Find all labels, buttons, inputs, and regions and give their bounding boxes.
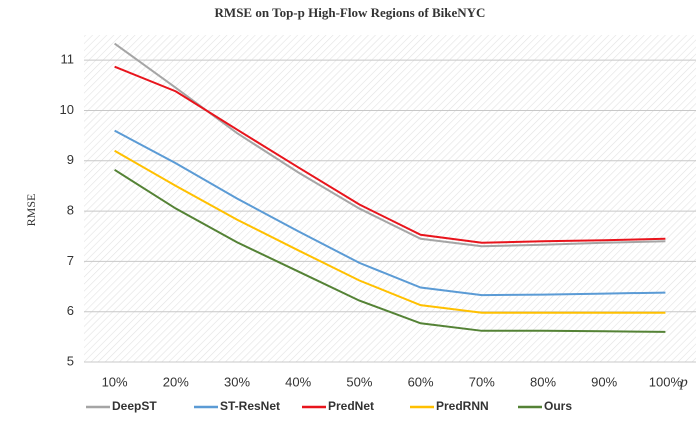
plot-background	[84, 35, 696, 362]
y-tick-label: 8	[67, 203, 74, 218]
legend-label: PredRNN	[436, 399, 489, 413]
legend-label: DeepST	[112, 399, 157, 413]
chart-title: RMSE on Top-p High-Flow Regions of BikeN…	[215, 5, 486, 20]
x-tick-label: 40%	[285, 374, 311, 389]
series-line	[114, 168, 666, 333]
x-tick-label: 70%	[469, 374, 495, 389]
x-tick-label: 80%	[530, 374, 556, 389]
legend-label: Ours	[544, 399, 572, 413]
x-tick-label: 60%	[408, 374, 434, 389]
y-tick-label: 6	[67, 303, 74, 318]
series-line	[114, 129, 666, 297]
y-tick-label: 5	[67, 353, 74, 368]
series-line	[114, 149, 666, 314]
x-tick-label: 20%	[163, 374, 189, 389]
y-tick-label: 7	[67, 253, 74, 268]
series-line	[114, 65, 666, 244]
legend-label: PredNet	[328, 399, 374, 413]
x-tick-label: 90%	[591, 374, 617, 389]
x-tick-label: 30%	[224, 374, 250, 389]
x-tick-label: 10%	[102, 374, 128, 389]
x-axis-label: p	[679, 374, 688, 390]
x-tick-label: 50%	[346, 374, 372, 389]
y-tick-label: 9	[67, 152, 74, 167]
y-tick-label: 11	[61, 52, 75, 67]
legend-label: ST-ResNet	[220, 399, 280, 413]
y-tick-label: 10	[60, 102, 74, 117]
y-axis-label: RMSE	[24, 194, 38, 227]
x-tick-label: 100%	[649, 374, 683, 389]
